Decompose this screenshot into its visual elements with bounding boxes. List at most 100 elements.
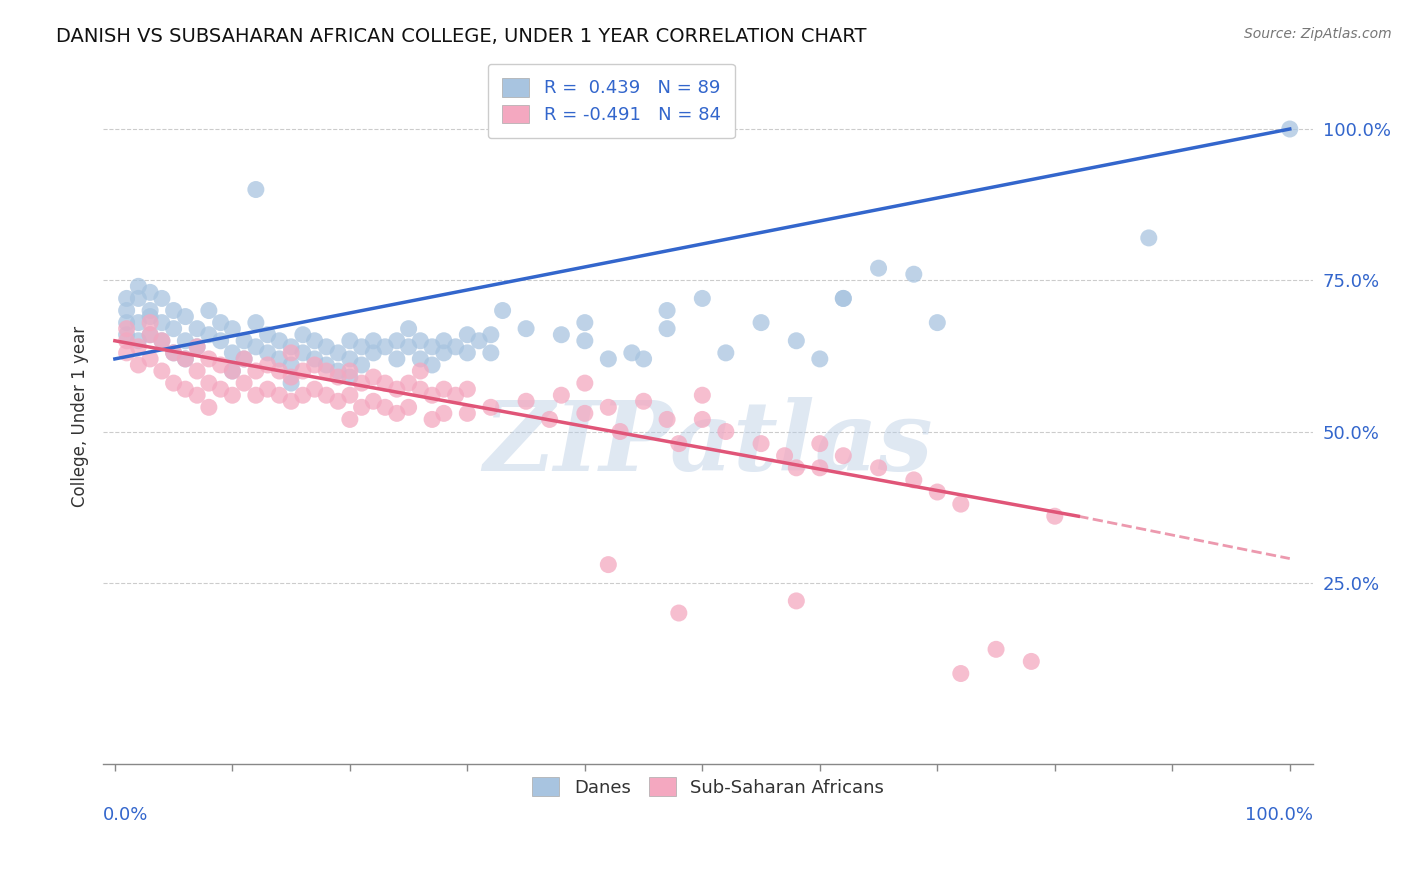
Point [233,351,256,366]
Point [162,346,184,360]
Point [115,292,138,306]
Point [456,346,478,360]
Point [127,358,149,372]
Text: 0.0%: 0.0% [103,806,149,824]
Point [456,382,478,396]
Point [903,473,925,487]
Point [692,388,714,402]
Point [363,346,385,360]
Point [115,334,138,348]
Point [162,376,184,391]
Point [433,382,456,396]
Point [550,388,572,402]
Point [515,394,537,409]
Point [127,279,149,293]
Point [221,364,243,378]
Point [374,376,396,391]
Point [280,376,302,391]
Point [598,558,620,572]
Point [574,376,596,391]
Point [420,358,443,372]
Point [433,406,456,420]
Point [174,334,197,348]
Point [139,303,162,318]
Point [808,436,831,450]
Point [538,412,561,426]
Y-axis label: College, Under 1 year: College, Under 1 year [72,326,89,507]
Point [479,401,502,415]
Point [221,346,243,360]
Point [174,351,197,366]
Point [785,460,807,475]
Point [198,401,221,415]
Point [409,364,432,378]
Point [655,321,678,335]
Point [221,321,243,335]
Point [785,334,807,348]
Point [245,182,267,196]
Point [245,340,267,354]
Text: DANISH VS SUBSAHARAN AFRICAN COLLEGE, UNDER 1 YEAR CORRELATION CHART: DANISH VS SUBSAHARAN AFRICAN COLLEGE, UN… [56,27,866,45]
Point [174,382,197,396]
Point [433,334,456,348]
Point [186,321,208,335]
Point [949,497,972,511]
Point [433,346,456,360]
Point [162,321,184,335]
Point [832,449,855,463]
Point [233,334,256,348]
Point [150,292,173,306]
Point [692,412,714,426]
Point [315,388,337,402]
Point [398,321,420,335]
Point [304,334,326,348]
Point [491,303,513,318]
Point [127,316,149,330]
Point [350,340,373,354]
Point [398,340,420,354]
Point [620,346,643,360]
Point [198,351,221,366]
Point [304,358,326,372]
Point [808,351,831,366]
Point [749,316,772,330]
Point [385,334,408,348]
Point [409,334,432,348]
Point [304,351,326,366]
Point [304,382,326,396]
Point [186,388,208,402]
Point [139,327,162,342]
Point [984,642,1007,657]
Point [832,292,855,306]
Point [633,394,655,409]
Point [479,327,502,342]
Point [209,316,232,330]
Point [127,292,149,306]
Point [668,436,690,450]
Point [280,358,302,372]
Point [832,292,855,306]
Point [927,485,949,500]
Point [280,340,302,354]
Point [420,340,443,354]
Point [269,388,291,402]
Point [174,351,197,366]
Point [198,376,221,391]
Point [714,425,737,439]
Point [209,358,232,372]
Point [350,376,373,391]
Point [139,285,162,300]
Point [420,388,443,402]
Point [186,340,208,354]
Point [291,327,314,342]
Point [245,388,267,402]
Point [139,316,162,330]
Point [409,382,432,396]
Point [339,370,361,384]
Point [150,334,173,348]
Point [574,334,596,348]
Point [409,351,432,366]
Point [479,346,502,360]
Point [139,327,162,342]
Point [291,388,314,402]
